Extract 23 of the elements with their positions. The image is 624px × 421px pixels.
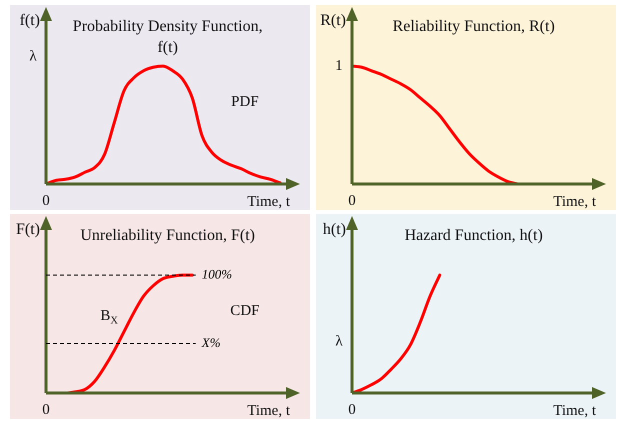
chart-title: Reliability Function, R(t): [392, 18, 555, 36]
y-axis-title: F(t): [16, 221, 40, 238]
ref-line-label: 100%: [202, 266, 232, 282]
text: 0: [348, 193, 356, 210]
annotation: PDF: [231, 94, 259, 110]
x-axis-title: Time, t: [553, 194, 597, 210]
x-axis-title: Time, t: [247, 402, 291, 419]
chart-title: Probability Density Function, f(t): [72, 18, 263, 56]
text: 0: [42, 193, 50, 210]
x-axis-title: Time, t: [247, 194, 291, 210]
y-axis-title: R(t): [320, 12, 346, 30]
text: 0: [348, 402, 356, 418]
annotation: CDF: [230, 302, 260, 319]
chart-title: Unreliability Function, F(t): [80, 227, 256, 244]
chart-title: Hazard Function, h(t): [404, 227, 543, 244]
text: 0: [42, 402, 50, 418]
x-axis-title: Time, t: [553, 402, 597, 419]
text: λ: [29, 48, 38, 65]
ref-line-label: X%: [200, 334, 221, 350]
text: λ: [335, 334, 344, 350]
y-axis-title: h(t): [322, 221, 346, 238]
y-axis-title: f(t): [20, 12, 40, 30]
text: 1: [335, 58, 343, 74]
